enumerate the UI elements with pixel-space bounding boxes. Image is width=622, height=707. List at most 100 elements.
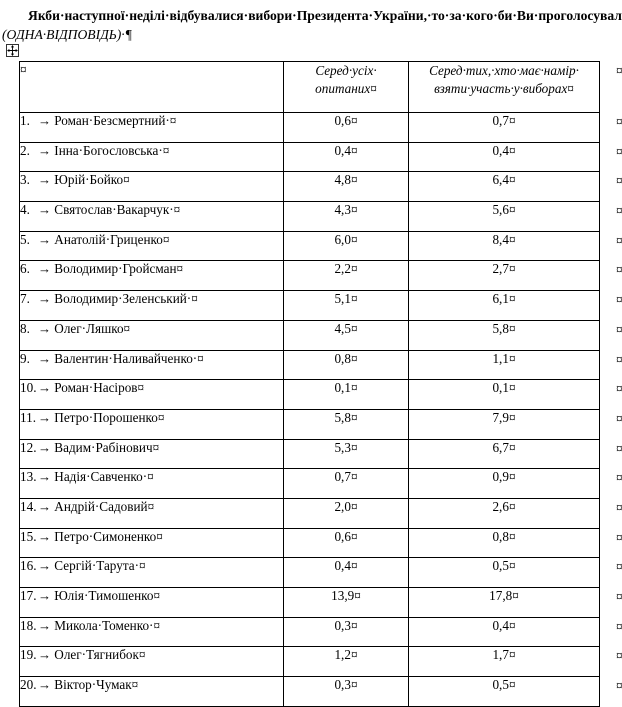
candidate-cell[interactable]: 18. → Микола·Томенко·¤ (19, 616, 284, 648)
candidate-cell[interactable]: 19. → Олег·Тягнибок¤ (19, 646, 284, 678)
value-all-respondents[interactable]: 4,5¤ (283, 319, 409, 351)
candidate-name: Сергій·Тарута·¤ (51, 558, 146, 574)
row-number: 17. → (20, 588, 52, 603)
row-end-mark: ¤ (616, 499, 622, 515)
value-all-respondents[interactable]: 2,2¤ (283, 260, 409, 292)
candidate-cell[interactable]: 8. → Олег·Ляшко¤ (19, 319, 284, 351)
value-intend-to-vote[interactable]: 7,9¤ (408, 408, 600, 440)
value-intend-to-vote[interactable]: 1,7¤ (408, 646, 600, 678)
tab-mark: → (37, 291, 51, 307)
value-intend-to-vote[interactable]: 2,6¤ (408, 497, 600, 529)
value-intend-to-vote[interactable]: 0,1¤ (408, 379, 600, 410)
candidate-cell[interactable]: 7. → Володимир·Зеленський·¤ (19, 290, 284, 321)
value-all-respondents[interactable]: 5,3¤ (283, 438, 409, 470)
table-row: 12. → Вадим·Рабінович¤ 5,3¤ 6,7¤ (19, 438, 600, 470)
row-number: 16. → (20, 558, 52, 574)
value-intend-to-vote[interactable]: 0,5¤ (408, 676, 600, 707)
value-intend-to-vote[interactable]: 0,4¤ (408, 616, 600, 648)
table-row: 4. → Святослав·Вакарчук·¤ 4,3¤ 5,6¤ (19, 201, 600, 232)
value-all-respondents[interactable]: 0,4¤ (283, 141, 409, 173)
value-all-respondents[interactable]: 0,1¤ (283, 379, 409, 410)
tab-mark: → (37, 588, 51, 603)
header-cell-all-respondents[interactable]: Серед·усіх· опитаних¤ (283, 61, 409, 113)
value-intend-to-vote[interactable]: 5,8¤ (408, 319, 600, 351)
pilcrow-mark: ¶ (125, 26, 132, 42)
value-all-respondents[interactable]: 0,8¤ (283, 349, 409, 381)
candidate-cell[interactable]: 20. → Віктор·Чумак¤ (19, 676, 284, 707)
value-intend-to-vote[interactable]: 1,1¤ (408, 349, 600, 381)
candidate-cell[interactable]: 12. → Вадим·Рабінович¤ (19, 438, 284, 470)
value-intend-to-vote[interactable]: 5,6¤ (408, 201, 600, 232)
row-end-mark: ¤ (616, 470, 622, 486)
row-end-mark: ¤ (616, 589, 622, 604)
tab-mark: → (37, 469, 51, 485)
row-number: 5. → (20, 231, 52, 247)
candidate-cell[interactable]: 16. → Сергій·Тарута·¤ (19, 557, 284, 588)
row-end-mark: ¤ (616, 203, 622, 219)
candidate-name: Анатолій·Гриценко¤ (51, 231, 170, 247)
header-cell-empty[interactable]: ¤ (19, 61, 284, 113)
candidate-cell[interactable]: 9. → Валентин·Наливайченко·¤ (19, 349, 284, 381)
value-all-respondents[interactable]: 4,3¤ (283, 201, 409, 232)
table-row: 16. → Сергій·Тарута·¤ 0,4¤ 0,5¤ (19, 557, 600, 588)
candidate-cell[interactable]: 13. → Надія·Савченко·¤ (19, 468, 284, 499)
candidate-cell[interactable]: 2. → Інна·Богословська·¤ (19, 141, 284, 173)
tab-mark: → (37, 261, 51, 277)
candidate-cell[interactable]: 6. → Володимир·Гройсман¤ (19, 260, 284, 292)
tab-mark: → (37, 409, 51, 425)
candidate-name: Олег·Тягнибок¤ (51, 647, 146, 663)
question-text: Якби·наступної·неділі·відбувалися·вибори… (28, 8, 622, 23)
value-intend-to-vote[interactable]: 8,4¤ (408, 230, 600, 262)
value-intend-to-vote[interactable]: 6,4¤ (408, 171, 600, 203)
value-intend-to-vote[interactable]: 17,8¤ (408, 587, 600, 618)
table-move-handle[interactable] (6, 44, 19, 57)
value-all-respondents[interactable]: 0,7¤ (283, 468, 409, 499)
answer-note: (ОДНА·ВІДПОВІДЬ)· (2, 26, 125, 42)
value-all-respondents[interactable]: 6,0¤ (283, 230, 409, 262)
candidate-cell[interactable]: 3. → Юрій·Бойко¤ (19, 171, 284, 203)
table-row: 10. → Роман·Насіров¤ 0,1¤ 0,1¤ (19, 379, 600, 410)
poll-table-body: ¤ Серед·усіх· опитаних¤ Серед·тих,·хто·м… (19, 61, 600, 707)
candidate-cell[interactable]: 15. → Петро·Симоненко¤ (19, 527, 284, 559)
candidate-name: Володимир·Гройсман¤ (51, 261, 184, 277)
poll-table: ¤ Серед·усіх· опитаних¤ Серед·тих,·хто·м… (19, 61, 600, 707)
candidate-cell[interactable]: 10. → Роман·Насіров¤ (19, 379, 284, 410)
value-all-respondents[interactable]: 2,0¤ (283, 497, 409, 529)
value-intend-to-vote[interactable]: 6,1¤ (408, 290, 600, 321)
value-all-respondents[interactable]: 5,8¤ (283, 408, 409, 440)
candidate-cell[interactable]: 4. → Святослав·Вакарчук·¤ (19, 201, 284, 232)
table-row: 14. → Андрій·Садовий¤ 2,0¤ 2,6¤ (19, 497, 600, 529)
value-all-respondents[interactable]: 0,6¤ (283, 527, 409, 559)
value-intend-to-vote[interactable]: 0,5¤ (408, 557, 600, 588)
value-all-respondents[interactable]: 0,3¤ (283, 676, 409, 707)
value-all-respondents[interactable]: 0,6¤ (283, 112, 409, 143)
candidate-cell[interactable]: 5. → Анатолій·Гриценко¤ (19, 230, 284, 262)
value-all-respondents[interactable]: 4,8¤ (283, 171, 409, 203)
move-arrows-icon (7, 45, 18, 56)
row-end-mark: ¤ (616, 351, 622, 367)
value-intend-to-vote[interactable]: 0,9¤ (408, 468, 600, 499)
candidate-cell[interactable]: 1. → Роман·Безсмертний·¤ (19, 112, 284, 143)
value-all-respondents[interactable]: 0,4¤ (283, 557, 409, 588)
value-intend-to-vote[interactable]: 0,7¤ (408, 112, 600, 143)
candidate-cell[interactable]: 17. → Юлія·Тимошенко¤ (19, 587, 284, 618)
value-all-respondents[interactable]: 5,1¤ (283, 290, 409, 321)
header-cell-intend-to-vote[interactable]: Серед·тих,·хто·має·намір· взяти·участь·у… (408, 61, 600, 113)
row-end-mark: ¤ (616, 292, 622, 308)
candidate-cell[interactable]: 11. → Петро·Порошенко¤ (19, 408, 284, 440)
row-number: 19. → (20, 647, 52, 663)
value-all-respondents[interactable]: 13,9¤ (283, 587, 409, 618)
value-all-respondents[interactable]: 1,2¤ (283, 646, 409, 678)
value-intend-to-vote[interactable]: 6,7¤ (408, 438, 600, 470)
value-intend-to-vote[interactable]: 2,7¤ (408, 260, 600, 292)
value-intend-to-vote[interactable]: 0,4¤ (408, 141, 600, 173)
value-all-respondents[interactable]: 0,3¤ (283, 616, 409, 648)
tab-mark: → (37, 113, 51, 128)
question-paragraph[interactable]: Якби·наступної·неділі·відбувалися·вибори… (2, 7, 622, 44)
candidate-cell[interactable]: 14. → Андрій·Садовий¤ (19, 497, 284, 529)
row-number: 18. → (20, 617, 52, 633)
tab-mark: → (37, 528, 51, 544)
table-row: 19. → Олег·Тягнибок¤ 1,2¤ 1,7¤ (19, 646, 600, 678)
cell-end-mark: ¤ (20, 62, 27, 78)
value-intend-to-vote[interactable]: 0,8¤ (408, 527, 600, 559)
